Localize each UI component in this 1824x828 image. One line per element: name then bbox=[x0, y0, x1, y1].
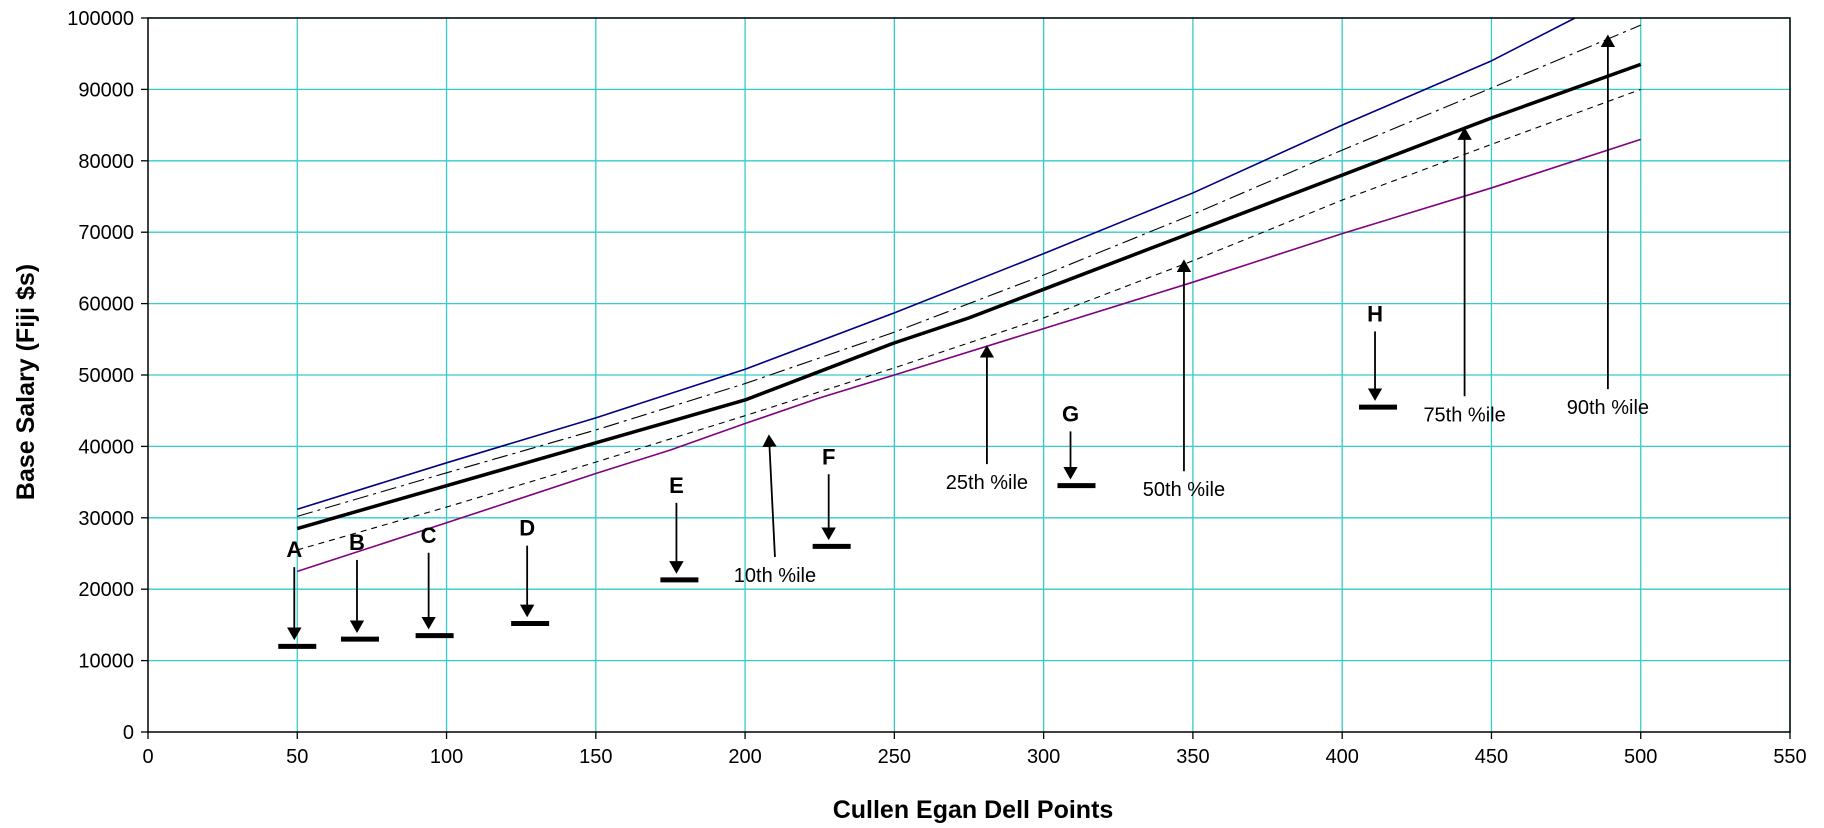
y-tick-label: 90000 bbox=[78, 79, 134, 101]
x-tick-label: 100 bbox=[430, 746, 463, 768]
marker-f: F bbox=[812, 444, 851, 549]
series-line-90th-ile bbox=[297, 17, 1576, 510]
marker-label: A bbox=[286, 537, 302, 562]
percentile-50th: 50th %ile bbox=[1143, 259, 1225, 501]
y-tick-labels: 0 10000 20000 30000 40000 50000 60000 70000 8000… bbox=[67, 8, 134, 744]
y-tick-label: 100000 bbox=[67, 8, 134, 30]
marker-label: B bbox=[349, 530, 365, 555]
y-tick-label: 80000 bbox=[78, 151, 134, 173]
y-tick-label: 50000 bbox=[78, 365, 134, 387]
marker-c: C bbox=[415, 523, 454, 639]
x-tick-label: 500 bbox=[1624, 746, 1657, 768]
percentile-75th: 75th %ile bbox=[1423, 127, 1506, 426]
x-tick-label: 200 bbox=[728, 746, 761, 768]
series-line-75th-ile bbox=[297, 24, 1641, 517]
y-tick-label: 0 bbox=[123, 722, 134, 744]
marker-h: H bbox=[1359, 301, 1398, 410]
x-tick-label: 400 bbox=[1325, 746, 1358, 768]
percentile-arrow bbox=[762, 434, 777, 557]
percentile-90th: 90th %ile bbox=[1567, 34, 1649, 419]
series-lines bbox=[296, 17, 1642, 573]
y-axis-title: Base Salary (Fiji $s) bbox=[12, 264, 40, 500]
plot-frame bbox=[147, 17, 1791, 733]
x-tick-label: 150 bbox=[579, 746, 612, 768]
marker-b: B bbox=[340, 530, 379, 642]
marker-label: G bbox=[1062, 401, 1079, 426]
x-tick-label: 350 bbox=[1176, 746, 1209, 768]
percentile-label: 10th %ile bbox=[734, 565, 816, 587]
series-line-10th-ile bbox=[297, 138, 1641, 573]
grid bbox=[148, 17, 1791, 732]
x-tick-labels: 0 50 100 150 200 250 300 350 400 450 500 550 bbox=[142, 746, 1806, 768]
y-tick-label: 10000 bbox=[78, 651, 134, 673]
percentile-labels: 10th %ile 25th %ile 50th %ile 75th %ile 90th… bbox=[734, 34, 1649, 587]
series-line-50th-ile bbox=[296, 62, 1642, 531]
marker-d: D bbox=[511, 516, 550, 626]
y-tick-label: 40000 bbox=[78, 436, 134, 458]
x-tick-label: 0 bbox=[142, 746, 153, 768]
marker-label: F bbox=[822, 444, 835, 469]
x-tick-label: 450 bbox=[1475, 746, 1508, 768]
y-tick-label: 70000 bbox=[78, 222, 134, 244]
x-tick-label: 300 bbox=[1027, 746, 1060, 768]
x-tick-label: 550 bbox=[1773, 746, 1806, 768]
percentile-10th: 10th %ile bbox=[734, 434, 816, 587]
marker-label: E bbox=[669, 473, 684, 498]
series-line-25th-ile bbox=[297, 88, 1641, 551]
marker-a: A bbox=[278, 537, 317, 649]
axes bbox=[141, 17, 1791, 739]
marker-label: C bbox=[421, 523, 437, 548]
percentile-label: 90th %ile bbox=[1567, 397, 1649, 419]
x-tick-label: 250 bbox=[878, 746, 911, 768]
y-tick-label: 60000 bbox=[78, 294, 134, 316]
job-markers: A B C D E F G H bbox=[278, 301, 1398, 649]
marker-e: E bbox=[660, 473, 699, 583]
percentile-label: 50th %ile bbox=[1143, 479, 1225, 501]
marker-label: H bbox=[1367, 301, 1383, 326]
percentile-label: 75th %ile bbox=[1423, 404, 1505, 426]
marker-label: D bbox=[519, 516, 535, 541]
x-axis-title: Cullen Egan Dell Points bbox=[833, 796, 1114, 824]
percentile-25th: 25th %ile bbox=[946, 345, 1028, 494]
y-tick-label: 20000 bbox=[78, 579, 134, 601]
marker-g: G bbox=[1057, 401, 1096, 489]
y-tick-label: 30000 bbox=[78, 508, 134, 530]
x-tick-label: 50 bbox=[286, 746, 308, 768]
percentile-label: 25th %ile bbox=[946, 472, 1028, 494]
